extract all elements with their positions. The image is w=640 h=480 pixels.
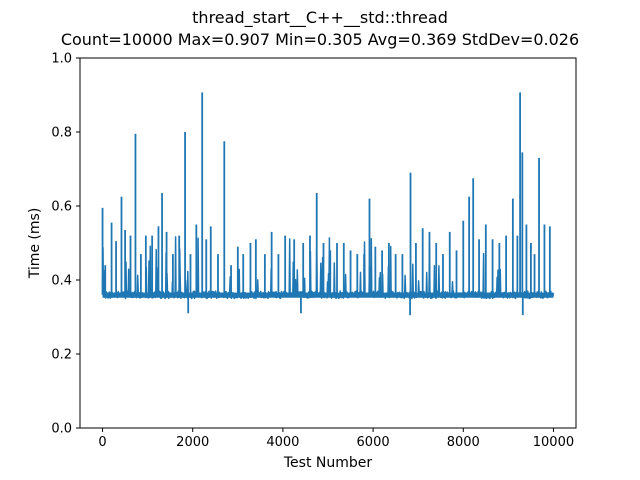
y-tick-label: 0.6 — [51, 200, 72, 215]
y-tick-label: 1.0 — [51, 52, 72, 67]
plot-area — [101, 92, 555, 316]
y-tick-label: 0.2 — [51, 348, 72, 363]
x-axis-label: Test Number — [283, 455, 373, 471]
chart-title: thread_start__C++__std::thread — [192, 8, 448, 28]
x-tick-label: 4000 — [266, 435, 299, 450]
x-tick-label: 6000 — [357, 435, 390, 450]
x-tick-label: 10000 — [533, 435, 574, 450]
y-axis: 0.0 0.2 0.4 0.6 0.8 1.0 — [51, 52, 80, 437]
x-axis: 0 2000 4000 6000 8000 10000 — [98, 428, 574, 450]
y-tick-label: 0.0 — [51, 422, 72, 437]
y-tick-label: 0.8 — [51, 126, 72, 141]
baseline-band — [102, 292, 554, 298]
y-axis-label: Time (ms) — [27, 208, 43, 280]
x-tick-label: 2000 — [176, 435, 209, 450]
x-tick-label: 8000 — [447, 435, 480, 450]
y-tick-label: 0.4 — [51, 274, 72, 289]
chart-subtitle: Count=10000 Max=0.907 Min=0.305 Avg=0.36… — [61, 30, 579, 49]
x-tick-label: 0 — [98, 435, 106, 450]
axes-frame — [79, 57, 577, 429]
